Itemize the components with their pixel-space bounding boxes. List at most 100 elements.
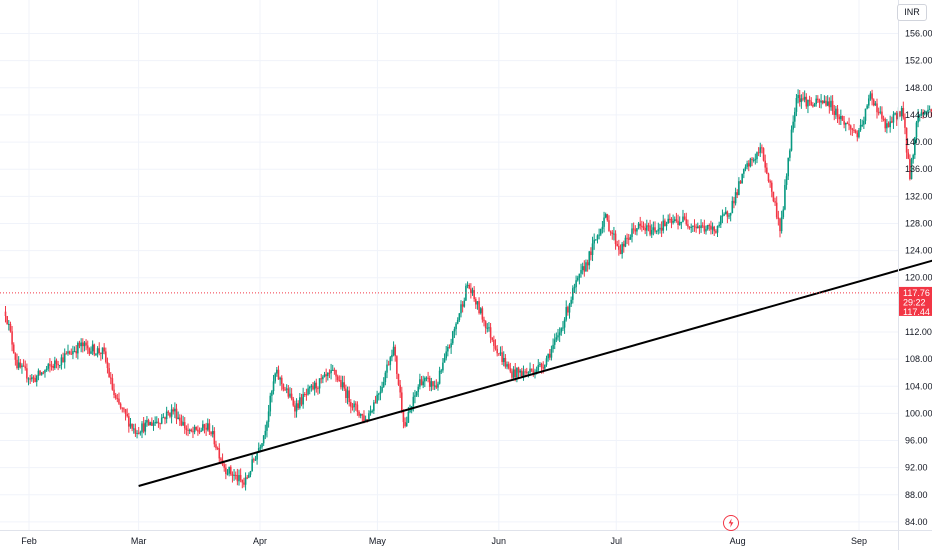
candle-body — [41, 373, 43, 375]
y-tick-label: 132.00 — [905, 191, 932, 201]
candle-body — [542, 367, 544, 368]
grid — [0, 0, 898, 530]
candle-body — [309, 387, 311, 388]
candle-body — [485, 321, 487, 328]
candle-body — [756, 152, 758, 159]
candle-body — [809, 100, 811, 102]
candle-body — [69, 351, 71, 354]
candle-body — [202, 424, 204, 430]
lightning-icon — [724, 516, 738, 530]
candle-body — [422, 381, 424, 385]
candle-body — [700, 225, 702, 228]
candle-body — [319, 378, 321, 388]
candle-body — [294, 406, 296, 412]
candle-body — [850, 125, 852, 128]
candle-body — [426, 378, 428, 379]
candle-body — [204, 424, 206, 428]
candle-body — [416, 392, 418, 395]
candle-body — [110, 377, 112, 378]
candle-body — [383, 382, 385, 387]
candle-body — [638, 224, 640, 229]
candle-body — [832, 101, 834, 111]
candle-body — [560, 328, 562, 332]
y-tick-label: 128.00 — [905, 218, 932, 228]
candle-body — [787, 158, 789, 176]
candle-body — [827, 101, 829, 105]
candle-body — [875, 103, 877, 105]
candle-body — [792, 122, 794, 130]
candle-body — [439, 371, 441, 384]
currency-badge[interactable]: INR — [897, 4, 927, 21]
candle-body — [582, 266, 584, 270]
candle-body — [758, 152, 760, 153]
candle-body — [743, 169, 745, 174]
candle-body — [584, 266, 586, 271]
candle-body — [362, 414, 364, 415]
candle-body — [61, 357, 63, 365]
candle-body — [894, 113, 896, 114]
y-tick-label: 152.00 — [905, 56, 932, 66]
candle-body — [473, 290, 475, 299]
candle-body — [126, 414, 128, 416]
candle-body — [802, 98, 804, 99]
candle-body — [138, 433, 140, 434]
candle-body — [483, 320, 485, 322]
candle-body — [220, 458, 222, 460]
candle-body — [353, 404, 355, 408]
candle-body — [317, 388, 319, 389]
candle-body — [218, 448, 220, 458]
candle-body — [381, 387, 383, 392]
candle-body — [593, 240, 595, 244]
candle-body — [265, 431, 267, 436]
candle-body — [845, 123, 847, 125]
candle-body — [866, 106, 868, 109]
candle-body — [199, 432, 201, 433]
candle-body — [140, 432, 142, 433]
candle-body — [741, 174, 743, 184]
candle-body — [559, 332, 561, 335]
candle-body — [46, 369, 48, 370]
last-price-label: 117.76 — [903, 288, 930, 298]
candle-body — [176, 409, 178, 419]
candle-body — [646, 225, 648, 230]
candle-body — [467, 285, 469, 286]
candle-body — [817, 99, 819, 100]
candle-body — [11, 331, 13, 344]
candle-body — [528, 372, 530, 373]
candle-body — [615, 234, 617, 244]
candle-body — [753, 160, 755, 161]
price-axis[interactable]: 84.0088.0092.0096.00100.00104.00108.0011… — [899, 0, 932, 550]
candle-body — [235, 475, 237, 476]
candle-body — [194, 427, 196, 432]
candle-body — [260, 447, 262, 448]
lightning-button[interactable] — [723, 515, 739, 531]
candle-body — [5, 312, 7, 316]
candle-body — [452, 331, 454, 343]
candle-body — [903, 108, 905, 117]
candle-body — [115, 395, 117, 398]
candle-body — [94, 345, 96, 355]
candle-body — [620, 250, 622, 254]
candle-body — [214, 431, 216, 444]
candle-body — [413, 397, 415, 406]
candle-body — [634, 230, 636, 232]
candle-body — [674, 219, 676, 221]
candle-body — [554, 339, 556, 344]
trendline[interactable] — [139, 249, 932, 486]
candle-body — [470, 288, 472, 292]
candle-body — [871, 93, 873, 99]
candle-body — [8, 324, 10, 325]
candle-body — [97, 348, 99, 354]
candle-body — [161, 418, 163, 424]
candle-body — [360, 414, 362, 416]
candle-body — [912, 155, 914, 159]
candle-body — [789, 150, 791, 157]
candle-body — [641, 226, 643, 227]
candle-body — [786, 176, 788, 185]
candle-body — [440, 370, 442, 371]
candle-body — [782, 210, 784, 218]
candle-body — [144, 423, 146, 432]
